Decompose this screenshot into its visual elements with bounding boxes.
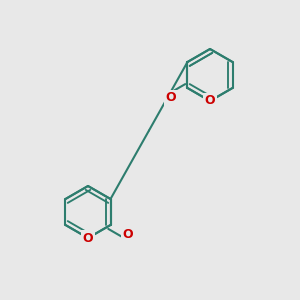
Text: O: O — [83, 232, 93, 244]
Text: O: O — [122, 228, 133, 241]
Text: O: O — [205, 94, 215, 107]
Text: O: O — [165, 91, 176, 104]
